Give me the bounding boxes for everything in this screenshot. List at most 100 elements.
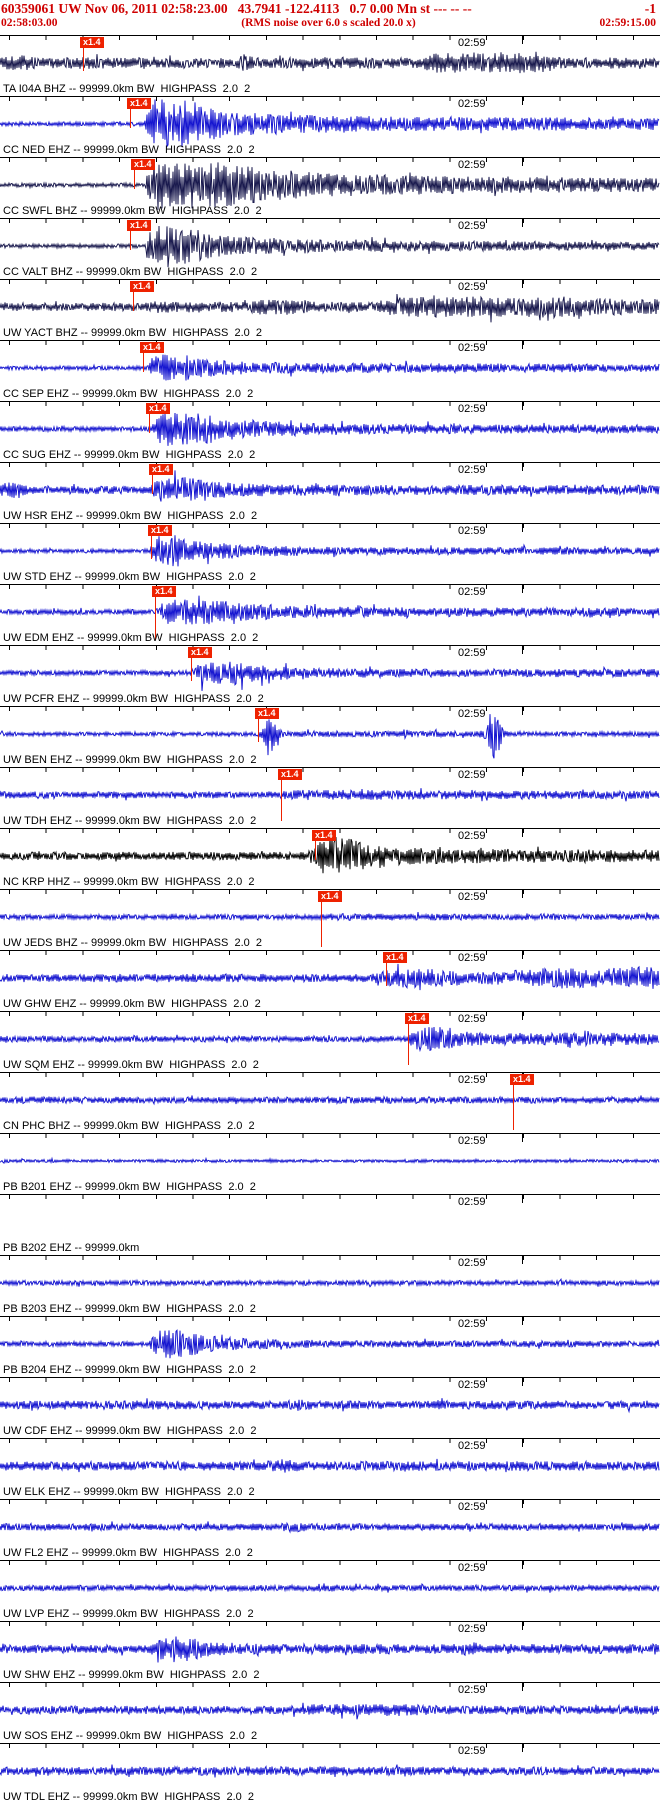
trace-row-pb-b201-ehz[interactable]: 02:59 PB B201 EHZ -- 99999.0km BW HIGHPAS… bbox=[0, 1133, 660, 1194]
pick-line bbox=[149, 413, 150, 433]
waveform[interactable] bbox=[0, 1378, 660, 1438]
trace-row-uw-tdh-ehz[interactable]: 02:59 x1.4 UW TDH EHZ -- 99999.0km BW HIGH… bbox=[0, 767, 660, 828]
pick-marker[interactable]: x1.4 bbox=[80, 37, 104, 48]
trace-row-uw-jeds-bhz[interactable]: 02:59 x1.4 UW JEDS BHZ -- 99999.0km BW HIG… bbox=[0, 889, 660, 950]
waveform[interactable] bbox=[0, 1317, 660, 1377]
waveform[interactable] bbox=[0, 219, 660, 279]
pick-marker[interactable]: x1.4 bbox=[148, 525, 172, 536]
trace-row-uw-elk-ehz[interactable]: 02:59 UW ELK EHZ -- 99999.0km BW HIGHPASS… bbox=[0, 1438, 660, 1499]
minute-tick bbox=[522, 341, 523, 349]
minute-time-label: 02:59 bbox=[458, 1196, 486, 1208]
waveform[interactable] bbox=[0, 951, 660, 1011]
waveform[interactable] bbox=[0, 1439, 660, 1499]
trace-row-uw-ben-ehz[interactable]: 02:59 x1.4 UW BEN EHZ -- 99999.0km BW HIGH… bbox=[0, 706, 660, 767]
waveform[interactable] bbox=[0, 1683, 660, 1743]
trace-row-uw-sqm-ehz[interactable]: 02:59 x1.4 UW SQM EHZ -- 99999.0km BW HIGH… bbox=[0, 1011, 660, 1072]
pick-marker[interactable]: x1.4 bbox=[278, 769, 302, 780]
waveform[interactable] bbox=[0, 585, 660, 645]
minute-time-label: 02:59 bbox=[458, 586, 486, 598]
minute-time-label: 02:59 bbox=[458, 1562, 486, 1574]
waveform[interactable] bbox=[0, 524, 660, 584]
waveform[interactable] bbox=[0, 1622, 660, 1682]
trace-row-cc-sep-ehz[interactable]: 02:59 x1.4 CC SEP EHZ -- 99999.0km BW HIGH… bbox=[0, 340, 660, 401]
pick-marker[interactable]: x1.4 bbox=[146, 403, 170, 414]
pick-marker[interactable]: x1.4 bbox=[312, 830, 336, 841]
waveform[interactable] bbox=[0, 1012, 660, 1072]
trace-row-cc-swfl-bhz[interactable]: 02:59 x1.4 CC SWFL BHZ -- 99999.0km BW HIG… bbox=[0, 157, 660, 218]
trace-row-pb-b204-ehz[interactable]: 02:59 PB B204 EHZ -- 99999.0km BW HIGHPAS… bbox=[0, 1316, 660, 1377]
pick-marker[interactable]: x1.4 bbox=[188, 647, 212, 658]
pick-marker[interactable]: x1.4 bbox=[140, 342, 164, 353]
trace-row-cn-phc-bhz[interactable]: 02:59 x1.4 CN PHC BHZ -- 99999.0km BW HIGH… bbox=[0, 1072, 660, 1133]
time-ticks bbox=[9, 585, 660, 589]
trace-row-pb-b203-ehz[interactable]: 02:59 PB B203 EHZ -- 99999.0km BW HIGHPAS… bbox=[0, 1255, 660, 1316]
waveform[interactable] bbox=[0, 829, 660, 889]
trace-label: UW HSR EHZ -- 99999.0km BW HIGHPASS 2.0 … bbox=[3, 510, 258, 522]
waveform[interactable] bbox=[0, 768, 660, 828]
waveform[interactable] bbox=[0, 1073, 660, 1133]
waveform[interactable] bbox=[0, 97, 660, 157]
waveform[interactable] bbox=[0, 463, 660, 523]
pick-marker[interactable]: x1.4 bbox=[405, 1013, 429, 1024]
time-ticks bbox=[9, 1256, 660, 1260]
pick-marker[interactable]: x1.4 bbox=[152, 586, 176, 597]
trace-row-cc-sug-ehz[interactable]: 02:59 x1.4 CC SUG EHZ -- 99999.0km BW HIGH… bbox=[0, 401, 660, 462]
waveform[interactable] bbox=[0, 707, 660, 767]
minute-tick bbox=[522, 1012, 523, 1020]
trace-row-uw-ghw-ehz[interactable]: 02:59 x1.4 UW GHW EHZ -- 99999.0km BW HIGH… bbox=[0, 950, 660, 1011]
pick-marker[interactable]: x1.4 bbox=[510, 1074, 534, 1085]
waveform[interactable] bbox=[0, 1500, 660, 1560]
trace-row-uw-shw-ehz[interactable]: 02:59 UW SHW EHZ -- 99999.0km BW HIGHPASS… bbox=[0, 1621, 660, 1682]
time-ticks bbox=[9, 1561, 660, 1565]
minute-time-label: 02:59 bbox=[458, 952, 486, 964]
pick-marker[interactable]: x1.4 bbox=[255, 708, 279, 719]
waveform[interactable] bbox=[0, 1134, 660, 1194]
pick-marker[interactable]: x1.4 bbox=[131, 159, 155, 170]
time-ticks bbox=[9, 1073, 660, 1077]
trace-row-uw-hsr-ehz[interactable]: 02:59 x1.4 UW HSR EHZ -- 99999.0km BW HIGH… bbox=[0, 462, 660, 523]
trace-row-ta-i04a-bhz[interactable]: 02:59 x1.4 TA I04A BHZ -- 99999.0km BW HIG… bbox=[0, 35, 660, 96]
waveform[interactable] bbox=[0, 280, 660, 340]
trace-label: UW TDH EHZ -- 99999.0km BW HIGHPASS 2.0 … bbox=[3, 815, 257, 827]
minute-time-label: 02:59 bbox=[458, 464, 486, 476]
trace-row-cc-valt-bhz[interactable]: 02:59 x1.4 CC VALT BHZ -- 99999.0km BW HIG… bbox=[0, 218, 660, 279]
trace-row-uw-pcfr-ehz[interactable]: 02:59 x1.4 UW PCFR EHZ -- 99999.0km BW HIG… bbox=[0, 645, 660, 706]
time-ticks bbox=[9, 1134, 660, 1138]
waveform[interactable] bbox=[0, 1561, 660, 1621]
trace-row-cc-ned-ehz[interactable]: 02:59 x1.4 CC NED EHZ -- 99999.0km BW HIGH… bbox=[0, 96, 660, 157]
trace-row-pb-b202-ehz[interactable]: 02:59 PB B202 EHZ -- 99999.0km bbox=[0, 1194, 660, 1255]
waveform[interactable] bbox=[0, 402, 660, 462]
trace-row-uw-yact-bhz[interactable]: 02:59 x1.4 UW YACT BHZ -- 99999.0km BW HIG… bbox=[0, 279, 660, 340]
waveform[interactable] bbox=[0, 646, 660, 706]
waveform[interactable] bbox=[0, 1744, 660, 1804]
minute-tick bbox=[522, 1195, 523, 1203]
trace-row-uw-edm-ehz[interactable]: 02:59 x1.4 UW EDM EHZ -- 99999.0km BW HIGH… bbox=[0, 584, 660, 645]
minute-tick bbox=[522, 829, 523, 837]
trace-row-nc-krp-hhz[interactable]: 02:59 x1.4 NC KRP HHZ -- 99999.0km BW HIGH… bbox=[0, 828, 660, 889]
pick-marker[interactable]: x1.4 bbox=[149, 464, 173, 475]
event-header: 60359061 UW Nov 06, 2011 02:58:23.00 43.… bbox=[0, 0, 660, 35]
waveform[interactable] bbox=[0, 341, 660, 401]
trace-row-uw-lvp-ehz[interactable]: 02:59 UW LVP EHZ -- 99999.0km BW HIGHPASS… bbox=[0, 1560, 660, 1621]
rms-scale-note: (RMS noise over 6.0 s scaled 20.0 x) bbox=[241, 17, 416, 29]
trace-row-uw-std-ehz[interactable]: 02:59 x1.4 UW STD EHZ -- 99999.0km BW HIGH… bbox=[0, 523, 660, 584]
pick-marker[interactable]: x1.4 bbox=[318, 891, 342, 902]
pick-line bbox=[83, 47, 84, 71]
minute-time-label: 02:59 bbox=[458, 37, 486, 49]
trace-row-uw-fl2-ehz[interactable]: 02:59 UW FL2 EHZ -- 99999.0km BW HIGHPASS… bbox=[0, 1499, 660, 1560]
waveform[interactable] bbox=[0, 890, 660, 950]
pick-marker[interactable]: x1.4 bbox=[383, 952, 407, 963]
pick-marker[interactable]: x1.4 bbox=[130, 281, 154, 292]
minute-time-label: 02:59 bbox=[458, 1745, 486, 1757]
minute-time-label: 02:59 bbox=[458, 1074, 486, 1086]
trace-row-uw-cdf-ehz[interactable]: 02:59 UW CDF EHZ -- 99999.0km BW HIGHPASS… bbox=[0, 1377, 660, 1438]
pick-marker[interactable]: x1.4 bbox=[127, 98, 151, 109]
minute-time-label: 02:59 bbox=[458, 403, 486, 415]
time-ticks bbox=[9, 1378, 660, 1382]
waveform[interactable] bbox=[0, 1256, 660, 1316]
pick-marker[interactable]: x1.4 bbox=[127, 220, 151, 231]
waveform[interactable] bbox=[0, 36, 660, 96]
trace-row-uw-tdl-ehz[interactable]: 02:59 UW TDL EHZ -- 99999.0km BW HIGHPASS… bbox=[0, 1743, 660, 1804]
waveform[interactable] bbox=[0, 158, 660, 218]
trace-row-uw-sos-ehz[interactable]: 02:59 UW SOS EHZ -- 99999.0km BW HIGHPASS… bbox=[0, 1682, 660, 1743]
